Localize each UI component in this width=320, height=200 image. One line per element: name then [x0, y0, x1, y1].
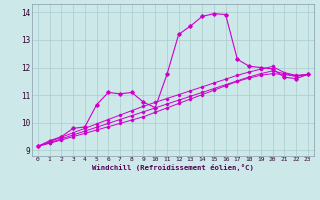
X-axis label: Windchill (Refroidissement éolien,°C): Windchill (Refroidissement éolien,°C): [92, 164, 254, 171]
